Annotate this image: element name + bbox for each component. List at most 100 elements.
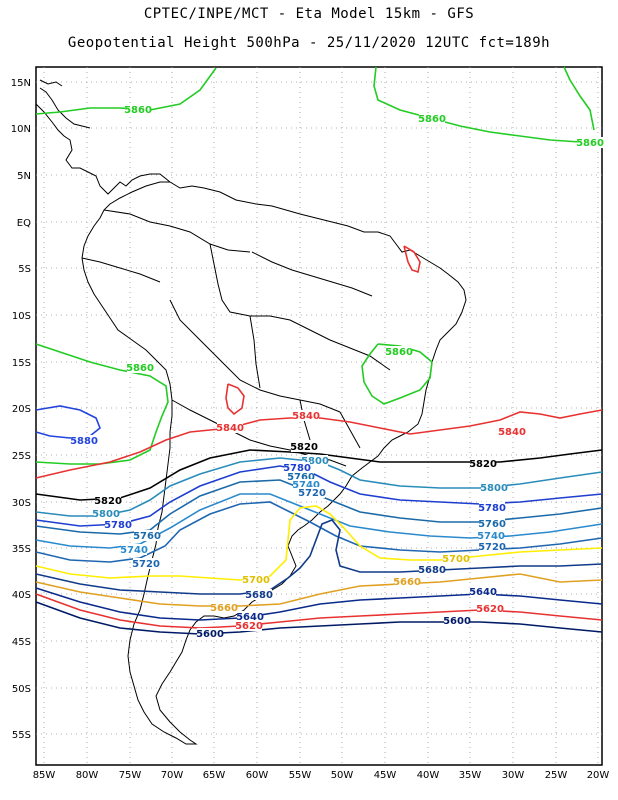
contour-label-background: [127, 362, 153, 373]
title-line-1: CPTEC/INPE/MCT - Eta Model 15km - GFS: [143, 6, 475, 22]
contour-label: 5860: [385, 347, 413, 358]
contour-label: 5820: [469, 459, 497, 470]
contour-label: 5860: [418, 114, 446, 125]
lon-tick-label: 70W: [161, 770, 184, 781]
lon-tick-label: 65W: [203, 770, 226, 781]
lon-tick-label: 25W: [545, 770, 568, 781]
lat-tick-label: 5S: [18, 264, 31, 275]
contour-label-background: [293, 479, 319, 490]
contour-label-background: [479, 518, 505, 529]
contour-label: 5880: [70, 436, 98, 447]
contour-label-background: [470, 458, 496, 469]
contour-5660: [35, 573, 603, 607]
lat-tick-label: 10N: [11, 124, 31, 135]
contour-label: 5860: [124, 105, 152, 116]
contour-5700: [35, 505, 603, 581]
contour-label: 5700: [242, 575, 270, 586]
contour-label: 5860: [126, 363, 154, 374]
contour-label: 5740: [477, 531, 505, 542]
latitude-labels: 15N 10N 5N EQ 5S 10S 15S 20S 25S 30S 35S 40S 45S 50S 5…: [11, 78, 31, 741]
contour-label-background: [299, 487, 325, 498]
contour-label: 5600: [443, 616, 471, 627]
contour-label: 5640: [236, 612, 264, 623]
lon-tick-label: 55W: [289, 770, 312, 781]
contour-5680: [35, 519, 603, 595]
contour-label: 5720: [478, 542, 506, 553]
lat-tick-label: 15S: [12, 358, 31, 369]
contour-label: 5640: [469, 587, 497, 598]
contour-label: 5800: [480, 483, 508, 494]
contour-5840-loop: [225, 383, 245, 416]
lat-tick-label: 40S: [12, 590, 31, 601]
contour-label-background: [121, 544, 147, 555]
contour-label: 5780: [104, 520, 132, 531]
lat-tick-label: 30S: [12, 498, 31, 509]
coastline: [35, 79, 467, 745]
lon-tick-label: 85W: [33, 770, 56, 781]
contour-label-background: [236, 620, 262, 631]
lat-tick-label: 15N: [11, 78, 31, 89]
contour-label: 5620: [235, 621, 263, 632]
contour-5860-brazil: [361, 343, 433, 405]
contour-label: 5700: [442, 554, 470, 565]
contour-label-background: [419, 113, 445, 124]
contour-label: 5760: [287, 472, 315, 483]
contour-label-background: [394, 576, 420, 587]
lon-tick-label: 50W: [331, 770, 354, 781]
contour-label-background: [284, 462, 310, 473]
contour-5860-north-east: [373, 66, 601, 145]
contour-5620: [35, 593, 603, 629]
map-frame: [35, 66, 603, 766]
contour-5860-ne-loop: [563, 66, 595, 131]
contour-label-background: [477, 603, 503, 614]
contour-label-background: [478, 530, 504, 541]
contour-label-background: [95, 495, 121, 506]
longitude-labels: 85W 80W 75W 70W 65W 60W 55W 50W 45W 40W 35W 30W 25W 2…: [33, 770, 610, 781]
lat-tick-label: 5N: [17, 171, 31, 182]
contour-label-background: [71, 435, 97, 446]
lon-tick-label: 40W: [417, 770, 440, 781]
contour-label-background: [479, 541, 505, 552]
lat-tick-label: 10S: [12, 311, 31, 322]
contour-label-background: [444, 615, 470, 626]
contour-label: 5620: [476, 604, 504, 615]
contour-5880-west: [35, 405, 101, 439]
contour-label-background: [197, 628, 223, 639]
contour-label: 5860: [576, 138, 604, 149]
lat-tick-label: 25S: [12, 451, 31, 462]
lon-tick-label: 60W: [246, 770, 269, 781]
contour-label-background: [211, 602, 237, 613]
contour-label: 5760: [133, 531, 161, 542]
contour-labels: 5860 5860 5860 5860 5860 5880 5840 5840 5840 5820…: [70, 104, 604, 640]
contour-5840-ne: [403, 245, 421, 274]
lon-tick-label: 20W: [587, 770, 610, 781]
contour-label-background: [293, 410, 319, 421]
contour-label-background: [217, 422, 243, 433]
contour-5640: [35, 587, 603, 621]
contour-label: 5800: [301, 456, 329, 467]
contour-label: 5680: [245, 590, 273, 601]
contour-5820: [35, 449, 603, 501]
contour-label-background: [125, 104, 151, 115]
lon-tick-label: 75W: [119, 770, 142, 781]
lat-tick-label: 55S: [12, 730, 31, 741]
contour-label: 5660: [393, 577, 421, 588]
lon-tick-label: 80W: [76, 770, 99, 781]
title-line-2: Geopotential Height 500hPa - 25/11/2020 …: [67, 35, 551, 51]
contour-label: 5660: [210, 603, 238, 614]
contour-label-background: [481, 482, 507, 493]
lat-tick-label: 20S: [12, 404, 31, 415]
lat-tick-label: EQ: [17, 218, 31, 229]
contour-label: 5720: [132, 559, 160, 570]
contour-label-background: [133, 558, 159, 569]
contour-label-background: [237, 611, 263, 622]
lon-tick-label: 45W: [374, 770, 397, 781]
lon-tick-label: 35W: [459, 770, 482, 781]
lat-tick-label: 35S: [12, 544, 31, 555]
contour-label-background: [302, 455, 328, 466]
contour-label: 5740: [120, 545, 148, 556]
contour-label: 5840: [498, 427, 526, 438]
lat-tick-label: 45S: [12, 637, 31, 648]
contour-label-background: [246, 589, 272, 600]
contour-5840-main: [35, 409, 603, 479]
